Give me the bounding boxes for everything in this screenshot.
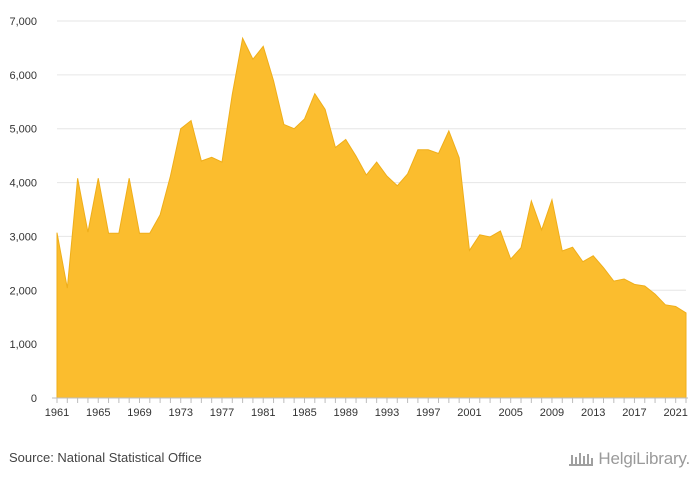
brand-logo: HelgiLibrary.	[568, 449, 690, 469]
x-tick-label: 1989	[333, 407, 357, 419]
x-tick-label: 1997	[416, 407, 440, 419]
area-chart: 1961 1965 1969 1973 1977 1981 1985 1989 1993 1997…	[9, 16, 688, 419]
x-tick-label: 1965	[86, 407, 110, 419]
area-series	[56, 36, 687, 399]
area-series-path	[56, 36, 687, 399]
x-tick-label: 2017	[622, 407, 646, 419]
source-note: Source: National Statistical Office	[9, 450, 202, 465]
library-building-icon	[569, 453, 594, 466]
y-tick-label: 4,000	[9, 178, 37, 190]
x-tick-label: 1969	[127, 407, 151, 419]
y-tick-label: 7,000	[9, 16, 37, 28]
x-tick-label: 1993	[375, 407, 399, 419]
x-tick-label: 1961	[45, 407, 69, 419]
x-tick-label: 1977	[210, 407, 234, 419]
x-tick-label: 2021	[663, 407, 687, 419]
y-tick-label: 0	[31, 393, 37, 405]
x-tick-label: 2013	[581, 407, 605, 419]
x-tick-label: 2005	[498, 407, 522, 419]
y-tick-label: 3,000	[9, 231, 37, 243]
y-axis: 0 1,000 2,000 3,000 4,000 5,000 6,000 7,000	[9, 16, 37, 405]
x-axis: 1961 1965 1969 1973 1977 1981 1985 1989 1993 1997…	[45, 397, 688, 419]
x-tick-label: 1981	[251, 407, 275, 419]
y-tick-label: 6,000	[9, 70, 37, 82]
y-tick-label: 1,000	[9, 339, 37, 351]
x-tick-label: 1973	[168, 407, 192, 419]
x-tick-label: 1985	[292, 407, 316, 419]
x-tick-label: 2001	[457, 407, 481, 419]
brand-text: HelgiLibrary.	[598, 449, 690, 468]
y-tick-label: 2,000	[9, 285, 37, 297]
x-tick-label: 2009	[540, 407, 564, 419]
y-tick-label: 5,000	[9, 124, 37, 136]
